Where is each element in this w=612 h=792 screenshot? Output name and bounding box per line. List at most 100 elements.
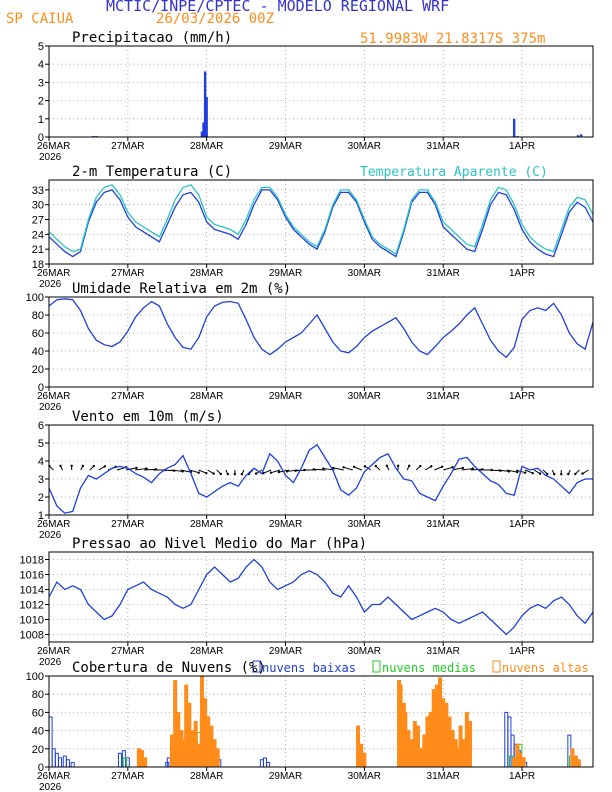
- x-tick-label: 31MAR: [427, 771, 460, 782]
- wind-arrow-head: [254, 472, 258, 475]
- wind-arrow: [524, 469, 533, 474]
- panel-temp: [45, 179, 594, 268]
- x-tick-label: 30MAR: [348, 141, 381, 152]
- y-tick-label: 21: [32, 244, 44, 256]
- wind-arrow: [461, 468, 473, 471]
- wind-arrow-head: [523, 471, 527, 474]
- wind-arrow-head: [461, 466, 465, 470]
- cloud-bar-blue: [125, 757, 130, 768]
- x-tick-label: 1APR: [509, 391, 535, 402]
- x-year-label: 2026: [39, 657, 62, 668]
- x-tick-label: 27MAR: [111, 391, 144, 402]
- y-tick-label: 100: [26, 671, 44, 683]
- wind-arrow: [171, 469, 183, 472]
- y-tick-label: 24: [32, 229, 44, 241]
- cloud-bar-orange: [464, 711, 469, 768]
- wind-arrow-head: [103, 465, 107, 468]
- y-tick-label: 4: [38, 59, 44, 71]
- wind-arrow-head: [440, 465, 444, 468]
- y-tick-label: 1: [38, 114, 44, 126]
- y-tick-label: 27: [32, 215, 44, 227]
- run-date: 26/03/2026 00Z: [156, 11, 275, 27]
- x-tick-label: 30MAR: [348, 268, 381, 279]
- x-year-label: 2026: [39, 402, 62, 413]
- wind-arrow: [333, 467, 344, 471]
- panel-title: Precipitacao (mm/h): [72, 30, 232, 46]
- cloud-bar-orange: [212, 739, 217, 768]
- wind-arrow-head: [312, 468, 315, 471]
- wind-arrow: [144, 468, 157, 471]
- panel-wind: [45, 424, 594, 519]
- wind-arrow: [443, 466, 453, 471]
- wind-arrow-head: [408, 464, 411, 468]
- series-line-cyan: [48, 184, 594, 256]
- series-line-blue: [48, 189, 594, 258]
- y-tick-label: 0: [38, 132, 44, 144]
- y-tick-label: 4: [38, 456, 44, 468]
- cloud-bar-orange: [362, 752, 367, 768]
- station-coords: 51.9983W 21.8317S 375m: [360, 31, 546, 47]
- precip-bar: [203, 71, 207, 137]
- wind-arrow-head: [240, 472, 244, 476]
- y-tick-label: 1014: [20, 585, 44, 597]
- y-tick-label: 1: [38, 510, 44, 522]
- wind-arrow: [452, 467, 463, 471]
- wind-arrow-head: [396, 464, 400, 467]
- cloud-bar-orange: [412, 721, 417, 768]
- x-tick-label: 31MAR: [427, 519, 460, 530]
- x-tick-label: 26MAR: [37, 268, 70, 279]
- cloud-bar-orange: [425, 716, 430, 768]
- wind-arrow-head: [546, 472, 549, 476]
- legend-label-green: nuvens medias: [382, 661, 476, 675]
- x-tick-label: 29MAR: [269, 268, 302, 279]
- wind-arrow-head: [294, 469, 297, 472]
- cloud-bar-orange: [398, 684, 403, 768]
- precip-bar: [205, 96, 208, 137]
- cloud-bar-orange: [199, 675, 204, 768]
- wind-arrow-head: [451, 466, 454, 469]
- precip-bar: [579, 134, 583, 137]
- wind-arrow-head: [233, 473, 237, 476]
- y-tick-label: 33: [32, 185, 44, 197]
- panel-frame: [48, 179, 594, 265]
- y-tick-label: 2: [38, 492, 44, 504]
- x-tick-label: 26MAR: [37, 771, 70, 782]
- cloud-bar-orange: [136, 748, 141, 768]
- cloud-bar-orange: [419, 748, 424, 768]
- x-tick-label: 28MAR: [190, 141, 223, 152]
- x-year-label: 2026: [39, 782, 62, 792]
- x-year-label: 2026: [39, 152, 62, 163]
- x-tick-label: 31MAR: [427, 391, 460, 402]
- cloud-bar-blue: [266, 761, 271, 768]
- wind-arrow: [263, 469, 272, 474]
- x-tick-label: 30MAR: [348, 391, 381, 402]
- cloud-bar-orange: [184, 684, 189, 768]
- cloud-bar-blue: [70, 761, 75, 768]
- wind-arrow-head: [219, 472, 223, 476]
- cloud-bar-orange: [356, 725, 361, 768]
- wind-arrow-head: [277, 470, 281, 474]
- wind-arrow-head: [269, 471, 273, 474]
- x-tick-label: 28MAR: [190, 268, 223, 279]
- cloud-bar-orange: [438, 677, 443, 768]
- cloud-bar-orange: [176, 711, 181, 768]
- wind-arrow: [135, 468, 147, 471]
- wind-arrow-head: [59, 464, 62, 468]
- y-tick-label: 0: [38, 382, 44, 394]
- y-tick-label: 80: [32, 689, 44, 701]
- cloud-bar-orange: [422, 734, 427, 768]
- y-tick-label: 3: [38, 77, 44, 89]
- series-line-blue: [48, 558, 594, 636]
- precip-bar: [200, 131, 204, 137]
- cloud-bar-orange: [203, 698, 208, 768]
- y-tick-label: 60: [32, 707, 44, 719]
- cloud-bar-orange: [409, 739, 414, 768]
- legend-swatch-orange: [492, 660, 501, 673]
- x-tick-label: 31MAR: [427, 268, 460, 279]
- wind-arrow-head: [516, 470, 519, 474]
- cloud-bar-orange: [441, 698, 446, 768]
- x-year-label: 2026: [39, 530, 62, 541]
- cloud-bar-orange: [215, 748, 220, 768]
- x-tick-label: 1APR: [509, 646, 535, 657]
- cloud-bar-orange: [434, 684, 439, 768]
